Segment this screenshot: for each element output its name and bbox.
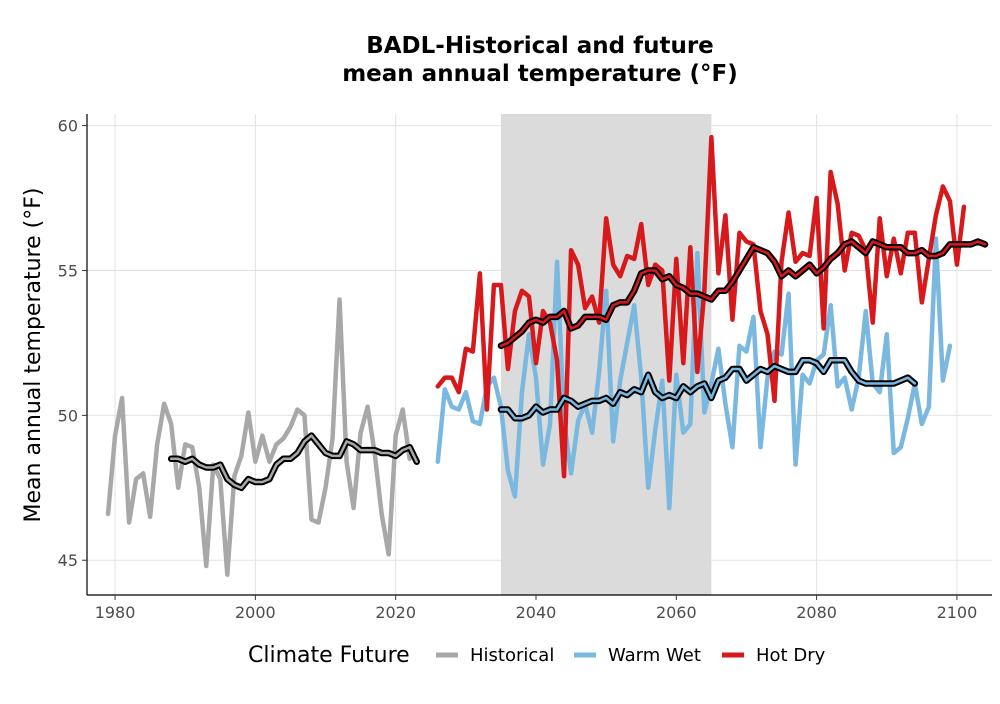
x-tick-label: 1980 xyxy=(95,603,136,622)
x-tick-label: 2060 xyxy=(656,603,697,622)
y-tick-label: 45 xyxy=(58,551,78,570)
chart-title-line1: BADL-Historical and future xyxy=(366,33,714,59)
x-tick-label: 2040 xyxy=(516,603,557,622)
series-line-warm-wet-rolling-mean xyxy=(499,359,917,420)
y-tick-label: 50 xyxy=(58,406,78,425)
legend-title: Climate Future xyxy=(248,643,410,668)
y-axis-title: Mean annual temperature (°F) xyxy=(21,188,46,523)
legend-label-hot-dry: Hot Dry xyxy=(756,645,826,666)
series-line-hot-dry xyxy=(435,134,967,479)
series-line-historical-rolling-mean xyxy=(169,434,418,490)
y-tick-label: 55 xyxy=(58,261,78,280)
series-line-historical xyxy=(105,297,412,577)
legend-label-warm-wet: Warm Wet xyxy=(608,645,701,666)
x-tick-label: 2000 xyxy=(235,603,276,622)
legend-label-historical: Historical xyxy=(470,645,554,666)
legend: Climate Future Historical Warm Wet Hot D… xyxy=(248,643,826,668)
x-tick-label: 2080 xyxy=(796,603,837,622)
x-tick-label: 2100 xyxy=(937,603,978,622)
series-layer xyxy=(105,134,989,577)
x-tick-label: 2020 xyxy=(375,603,416,622)
y-tick-label: 60 xyxy=(58,117,78,136)
axes: 45 50 55 60 1980 2000 2020 2040 2060 2080 2100 xyxy=(58,114,992,622)
chart-title-line2: mean annual temperature (°F) xyxy=(342,61,738,87)
series-line-hot-dry-rolling-mean xyxy=(499,240,987,348)
